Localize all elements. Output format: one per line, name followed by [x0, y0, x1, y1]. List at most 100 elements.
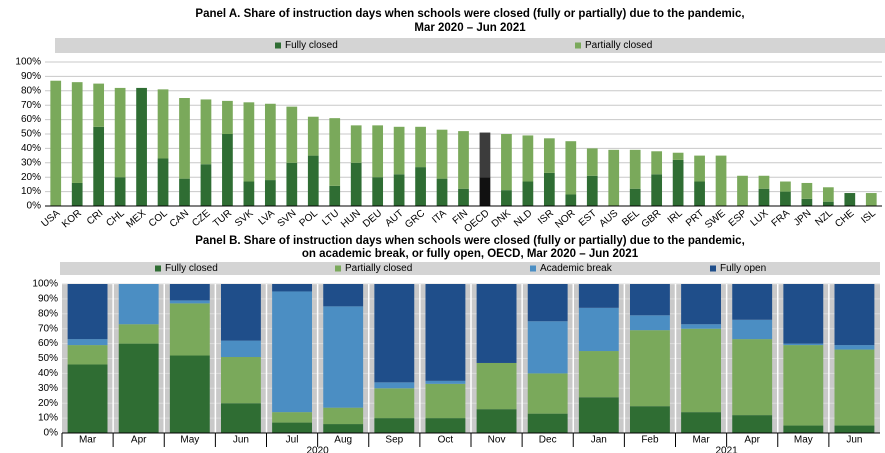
bar-segment — [801, 182, 813, 199]
x-group-label: 2020 — [307, 446, 330, 453]
bar-segment — [732, 415, 773, 433]
x-tick-label: PRT — [684, 208, 706, 229]
y-tick-label: 20% — [38, 398, 58, 409]
bar-segment — [200, 164, 212, 206]
x-tick-label: SVK — [233, 208, 256, 230]
bar-segment — [834, 284, 875, 346]
bar-segment — [694, 181, 705, 206]
x-tick-label: COL — [147, 208, 170, 230]
legend-swatch — [530, 265, 536, 272]
y-tick-label: 0% — [27, 201, 42, 212]
y-tick-label: 10% — [38, 413, 58, 424]
x-tick-label: LUX — [749, 208, 771, 229]
x-tick-label: Feb — [641, 435, 659, 446]
bar-segment — [372, 125, 384, 178]
x-tick-label: Sep — [385, 435, 403, 446]
bar-segment — [565, 194, 577, 206]
x-tick-label: Aug — [334, 435, 352, 446]
bar-segment — [715, 155, 727, 206]
y-tick-label: 10% — [21, 186, 41, 197]
bar-segment — [415, 167, 426, 206]
x-tick-label: Nov — [488, 435, 506, 446]
bar-segment — [436, 178, 448, 206]
x-tick-label: Apr — [744, 435, 760, 446]
y-tick-label: 80% — [38, 308, 58, 319]
legend-band — [55, 38, 885, 53]
y-tick-label: 100% — [15, 57, 41, 68]
x-tick-label: Apr — [131, 435, 147, 446]
y-tick-label: 40% — [38, 368, 58, 379]
bar-segment — [393, 174, 405, 206]
bar-segment — [783, 425, 824, 433]
bar-segment — [329, 118, 341, 186]
x-tick-label: MEX — [125, 208, 149, 231]
bar-segment — [374, 382, 415, 389]
x-tick-label: Jun — [233, 435, 249, 446]
bar-segment — [179, 98, 190, 179]
y-tick-label: 30% — [38, 383, 58, 394]
bar-segment — [543, 172, 555, 206]
bar-segment — [578, 397, 619, 433]
bar-segment — [479, 132, 491, 178]
x-tick-label: AUS — [598, 208, 621, 230]
bar-segment — [350, 162, 362, 206]
bar-segment — [415, 126, 426, 168]
bar-segment — [844, 193, 856, 206]
bar-segment — [323, 284, 364, 307]
legend-label: Partially closed — [585, 40, 652, 51]
x-tick-label: Jun — [846, 435, 862, 446]
bar-segment — [822, 201, 834, 206]
bar-segment — [834, 349, 875, 426]
bar-segment — [681, 412, 722, 433]
bar-segment — [323, 306, 364, 408]
x-tick-label: GRC — [403, 208, 427, 231]
bar-segment — [67, 284, 108, 340]
bar-segment — [222, 134, 233, 206]
bar-segment — [307, 155, 319, 206]
x-tick-label: CRI — [85, 208, 105, 228]
bar-segment — [527, 284, 568, 322]
y-tick-label: 20% — [21, 172, 41, 183]
legend-swatch — [575, 42, 581, 49]
bar-segment — [220, 403, 261, 433]
y-tick-label: 100% — [32, 279, 58, 290]
x-tick-label: USA — [40, 208, 63, 230]
legend-swatch — [275, 42, 281, 49]
legend-swatch — [710, 265, 716, 272]
x-tick-label: BEL — [620, 208, 642, 229]
bar-segment — [264, 180, 276, 206]
bar-segment — [479, 177, 491, 206]
bar-segment — [169, 303, 210, 356]
bar-segment — [476, 284, 517, 363]
y-tick-label: 80% — [21, 85, 41, 96]
x-group-label: 2021 — [716, 446, 739, 453]
bar-segment — [458, 131, 469, 189]
x-tick-label: CHL — [104, 208, 127, 230]
bar-segment — [732, 319, 773, 340]
bar-segment — [374, 418, 415, 433]
bar-segment — [783, 284, 824, 344]
x-tick-label: LTU — [320, 208, 341, 228]
bar-segment — [543, 138, 555, 173]
bar-segment — [527, 321, 568, 374]
x-tick-label: Dec — [539, 435, 557, 446]
bar-segment — [220, 284, 261, 341]
bar-segment — [672, 152, 684, 160]
bar-segment — [527, 373, 568, 414]
x-tick-label: NOR — [553, 208, 577, 231]
bar-segment — [758, 188, 770, 206]
x-tick-label: Oct — [438, 435, 454, 446]
bar-segment — [865, 193, 877, 206]
y-tick-label: 70% — [21, 100, 41, 111]
bar-segment — [425, 383, 466, 419]
x-tick-label: Jan — [591, 435, 607, 446]
x-tick-label: Mar — [692, 435, 710, 446]
bar-segment — [307, 116, 319, 156]
x-tick-label: NLD — [512, 208, 534, 229]
x-tick-label: EST — [577, 208, 599, 229]
bar-segment — [586, 148, 598, 176]
bar-segment — [522, 181, 534, 206]
bar-segment — [783, 343, 824, 346]
y-tick-label: 30% — [21, 157, 41, 168]
bar-segment — [737, 175, 748, 206]
